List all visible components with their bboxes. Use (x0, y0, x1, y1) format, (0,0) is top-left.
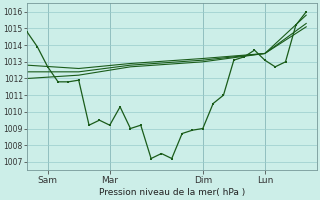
X-axis label: Pression niveau de la mer( hPa ): Pression niveau de la mer( hPa ) (99, 188, 245, 197)
